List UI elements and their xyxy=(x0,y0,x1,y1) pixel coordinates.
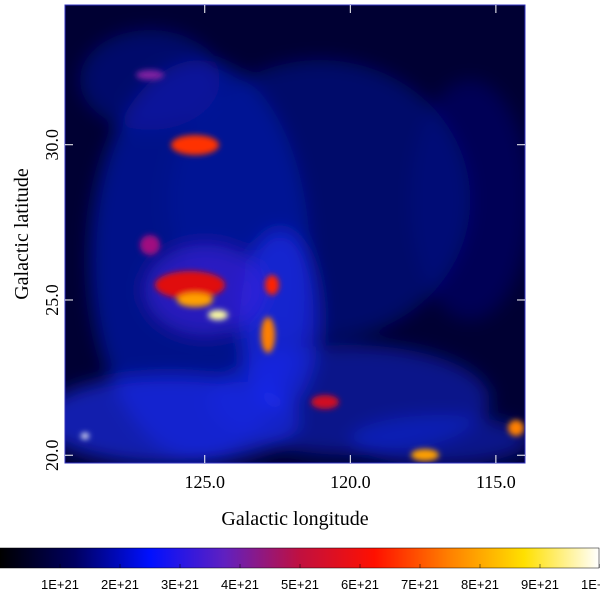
colorbar-tick-label: 4E+21 xyxy=(221,577,259,592)
colorbar xyxy=(0,547,600,569)
colorbar-tick-label: 6E+21 xyxy=(341,577,379,592)
colorbar-tick-label: 1E+21 xyxy=(41,577,79,592)
colorbar-tick-label: 7E+21 xyxy=(401,577,439,592)
y-tick-label: 30.0 xyxy=(42,129,62,161)
y-tick-label: 25.0 xyxy=(42,284,62,316)
x-tick-label: 115.0 xyxy=(476,472,516,492)
colorbar-tick-label: 5E+21 xyxy=(281,577,319,592)
colorbar-tick-label: 3E+21 xyxy=(161,577,199,592)
colorbar-tick-label: 1E+22 xyxy=(581,577,600,592)
x-tick-label: 125.0 xyxy=(184,472,225,492)
colorbar-tick-label: 8E+21 xyxy=(461,577,499,592)
map-image xyxy=(65,5,525,463)
diffuse-emission xyxy=(65,30,525,463)
x-axis-title: Galactic longitude xyxy=(221,508,368,530)
plot-frame xyxy=(64,4,526,464)
dense-clumps xyxy=(81,70,524,461)
y-tick-label: 20.0 xyxy=(42,439,62,471)
y-axis-title: Galactic latitude xyxy=(11,168,33,300)
x-tick-label: 120.0 xyxy=(330,472,371,492)
colorbar-tick-label: 9E+21 xyxy=(521,577,559,592)
colorbar-tick-label: 2E+21 xyxy=(101,577,139,592)
